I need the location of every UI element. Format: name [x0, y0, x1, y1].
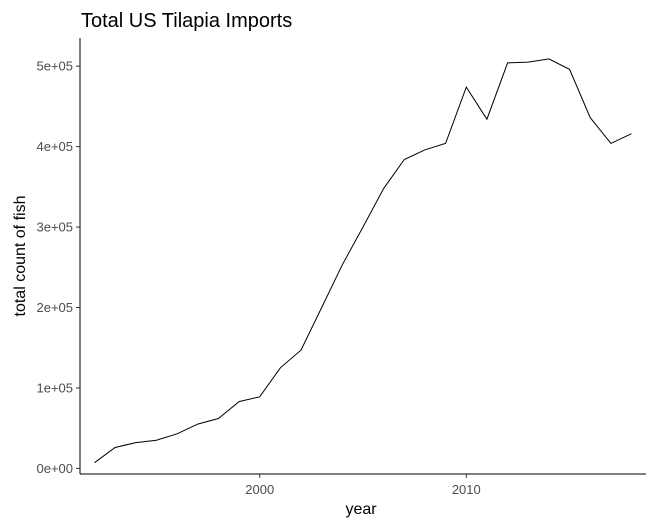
y-tick-label: 4e+05: [36, 139, 73, 154]
y-axis-title: total count of fish: [12, 196, 29, 317]
y-tick-label: 5e+05: [36, 59, 73, 74]
x-axis-title: year: [345, 501, 377, 518]
y-tick-label: 3e+05: [36, 220, 73, 235]
x-tick-label: 2000: [245, 482, 274, 497]
y-tick-label: 1e+05: [36, 380, 73, 395]
y-axis-ticks: 0e+00 1e+05 2e+05 3e+05 4e+05 5e+05: [36, 59, 80, 476]
x-tick-label: 2010: [452, 482, 481, 497]
y-tick-label: 2e+05: [36, 300, 73, 315]
series-line: [94, 58, 632, 464]
chart-title: Total US Tilapia Imports: [81, 10, 292, 32]
x-axis-ticks: 2000 2010: [245, 474, 481, 497]
y-tick-label: 0e+00: [36, 461, 73, 476]
